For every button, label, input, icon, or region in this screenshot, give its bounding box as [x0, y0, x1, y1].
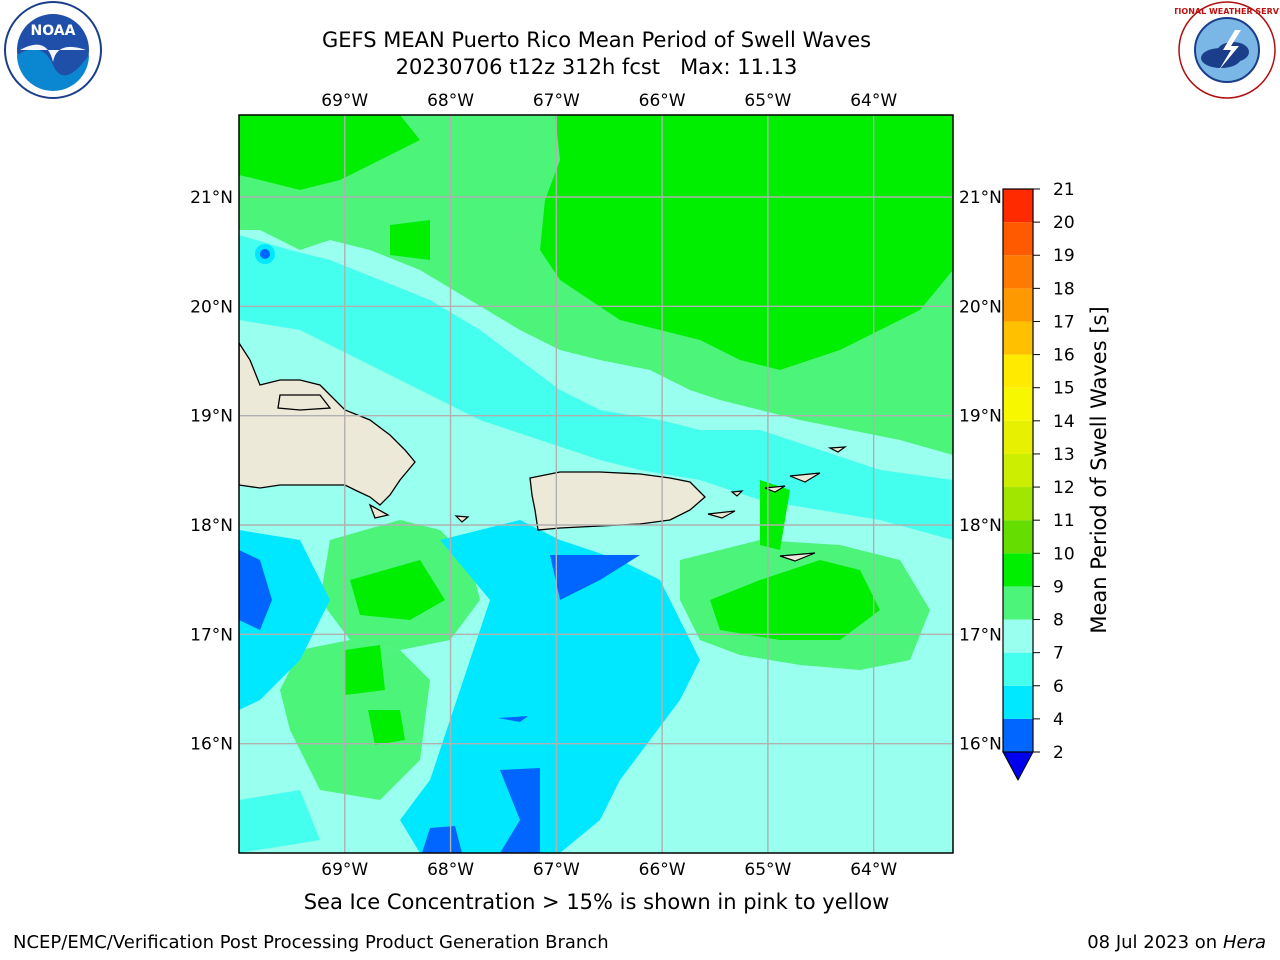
lat-label-right: 16°N — [959, 735, 1002, 755]
land-hispaniola — [239, 341, 416, 519]
colorbar-swatch — [1003, 189, 1033, 223]
noaa-logo: NOAA — [4, 1, 102, 99]
colorbar-tick-label: 19 — [1053, 246, 1075, 266]
lat-label-left: 18°N — [190, 516, 233, 536]
colorbar-tick-label: 15 — [1053, 379, 1075, 399]
map-title: GEFS MEAN Puerto Rico Mean Period of Swe… — [321, 28, 872, 52]
colorbar-tick-label: 13 — [1053, 445, 1075, 465]
lat-label-left: 20°N — [190, 297, 233, 317]
colorbar-under-arrow — [1002, 751, 1034, 782]
colorbar-swatch — [1003, 387, 1033, 421]
colorbar-tick-label: 7 — [1053, 644, 1064, 664]
graticule — [239, 115, 953, 853]
field-layer — [239, 115, 953, 853]
credit-text: NCEP/EMC/Verification Post Processing Pr… — [13, 932, 609, 953]
date-text: 08 Jul 2023 on — [1087, 932, 1218, 953]
svg-text:NATIONAL WEATHER SERVICE: NATIONAL WEATHER SERVICE — [1175, 7, 1279, 16]
colorbar-tick-label: 8 — [1053, 611, 1064, 631]
colorbar-tick-label: 9 — [1053, 577, 1064, 597]
colorbar-tick-label: 18 — [1053, 279, 1075, 299]
lat-label-right: 19°N — [959, 407, 1002, 427]
lat-label-left: 21°N — [190, 188, 233, 208]
colorbar-swatch — [1003, 222, 1033, 256]
map-frame — [238, 114, 954, 854]
lat-label-right: 21°N — [959, 188, 1002, 208]
lon-label-bottom: 66°W — [639, 860, 686, 880]
axis-labels: 69°W 69°W 68°W 68°W 67°W 67°W 66°W 66°W 65°W 65°W… — [190, 91, 1002, 880]
colorbar-swatch — [1003, 255, 1033, 289]
map-subtitle: 20230706 t12z 312h fcst Max: 11.13 — [395, 55, 798, 79]
lon-label-top: 67°W — [533, 91, 580, 111]
colorbar-swatch — [1003, 718, 1033, 752]
lon-label-bottom: 64°W — [850, 860, 897, 880]
date-stamp: 08 Jul 2023 on Hera — [1087, 932, 1266, 953]
colorbar-frame — [1002, 188, 1034, 753]
colorbar-tick-label: 10 — [1053, 544, 1075, 564]
lat-label-left: 19°N — [190, 407, 233, 427]
lon-label-top: 65°W — [744, 91, 791, 111]
colorbar-swatch — [1003, 288, 1033, 322]
colorbar-tick-label: 11 — [1053, 511, 1075, 531]
colorbar-swatch — [1003, 685, 1033, 719]
colorbar: 2 4 6 7 8 9 10 11 12 13 14 15 16 17 18 19 20 21 — [1002, 180, 1075, 782]
lat-label-left: 16°N — [190, 735, 233, 755]
colorbar-swatch — [1003, 487, 1033, 521]
lat-label-right: 18°N — [959, 516, 1002, 536]
sea-ice-note: Sea Ice Concentration > 15% is shown in … — [303, 890, 890, 914]
lon-label-top: 66°W — [639, 91, 686, 111]
lon-label-bottom: 69°W — [321, 860, 368, 880]
lon-label-top: 68°W — [427, 91, 474, 111]
colorbar-tick-label: 17 — [1053, 312, 1075, 332]
colorbar-tick-label: 21 — [1053, 180, 1075, 200]
colorbar-label: Mean Period of Swell Waves [s] — [1087, 306, 1111, 633]
lat-label-right: 17°N — [959, 625, 1002, 645]
colorbar-swatch — [1003, 453, 1033, 488]
colorbar-tick-label: 4 — [1053, 710, 1064, 730]
colorbar-tick-label: 2 — [1053, 743, 1064, 763]
lon-label-bottom: 68°W — [427, 860, 474, 880]
colorbar-tick-label: 20 — [1053, 213, 1075, 233]
colorbar-swatch — [1003, 520, 1033, 554]
lon-label-bottom: 67°W — [533, 860, 580, 880]
colorbar-tick-label: 14 — [1053, 412, 1075, 432]
colorbar-tick-label: 6 — [1053, 677, 1064, 697]
colorbar-swatch — [1003, 652, 1033, 686]
lon-label-top: 69°W — [321, 91, 368, 111]
colorbar-swatch — [1003, 553, 1033, 587]
colorbar-tick-label: 12 — [1053, 478, 1075, 498]
colorbar-swatch — [1003, 321, 1033, 355]
colorbar-swatch — [1003, 420, 1033, 454]
svg-text:NOAA: NOAA — [31, 23, 76, 39]
nws-logo: NATIONAL WEATHER SERVICE — [1175, 1, 1279, 99]
land-puerto-rico — [454, 446, 848, 562]
colorbar-tick-label: 16 — [1053, 346, 1075, 366]
colorbar-swatch — [1003, 354, 1033, 388]
colorbar-swatch — [1003, 619, 1033, 653]
lat-label-left: 17°N — [190, 625, 233, 645]
lon-label-top: 64°W — [850, 91, 897, 111]
host-name: Hera — [1222, 932, 1266, 953]
lon-label-bottom: 65°W — [744, 860, 791, 880]
lat-label-right: 20°N — [959, 297, 1002, 317]
colorbar-swatch — [1003, 586, 1033, 620]
